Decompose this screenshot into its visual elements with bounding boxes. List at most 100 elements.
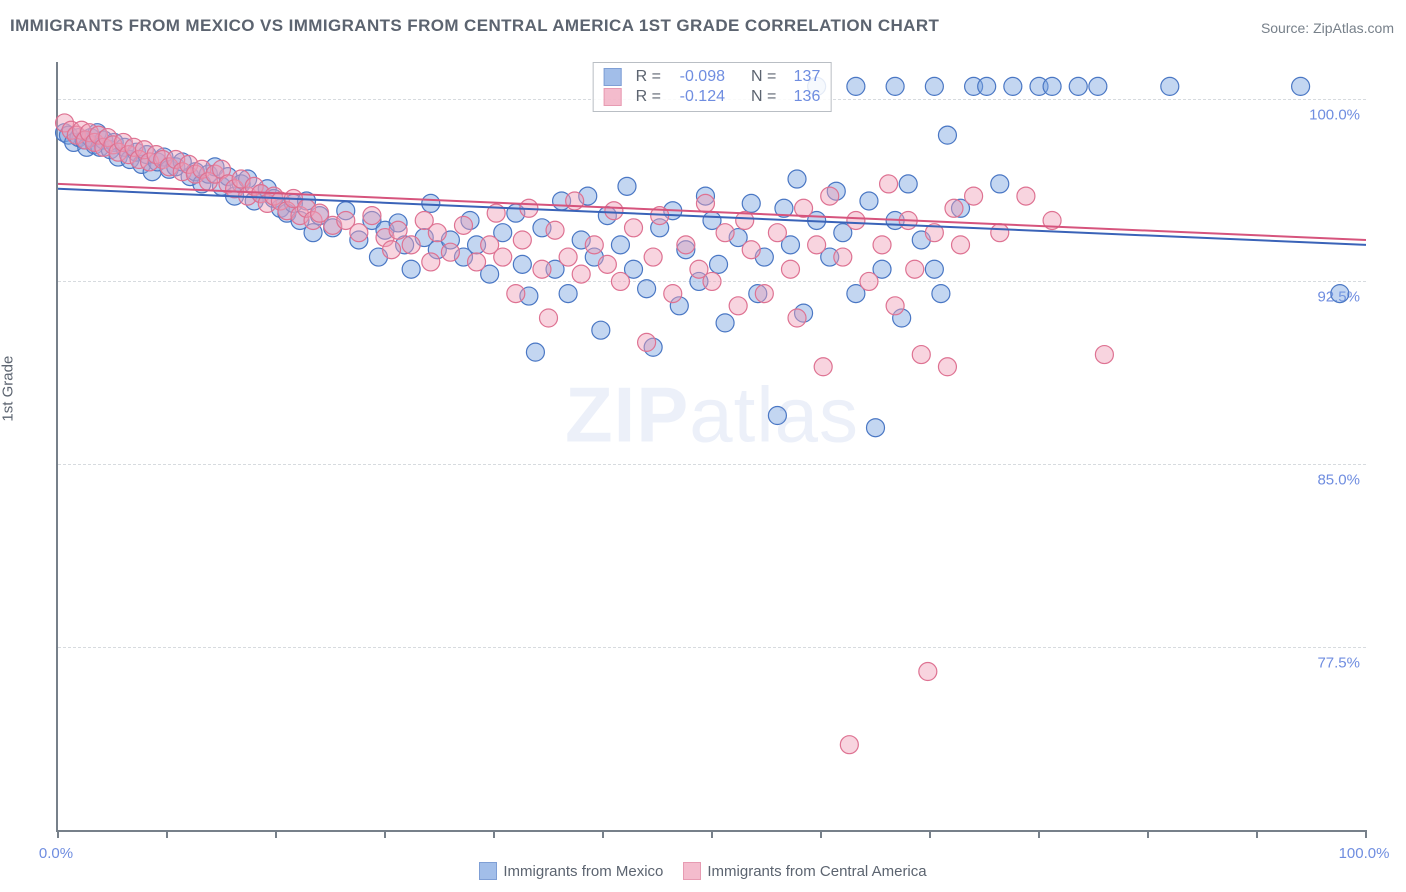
scatter-svg xyxy=(58,62,1366,830)
legend-swatch xyxy=(683,862,701,880)
scatter-point xyxy=(742,194,760,212)
x-tick xyxy=(275,830,277,838)
scatter-point xyxy=(925,224,943,242)
scatter-point xyxy=(625,219,643,237)
chart-title: IMMIGRANTS FROM MEXICO VS IMMIGRANTS FRO… xyxy=(10,16,939,36)
scatter-point xyxy=(925,77,943,95)
series-swatch xyxy=(604,68,622,86)
legend-item: Immigrants from Central America xyxy=(683,862,926,880)
scatter-point xyxy=(1069,77,1087,95)
series-swatch xyxy=(604,88,622,106)
scatter-point xyxy=(886,77,904,95)
scatter-point xyxy=(533,260,551,278)
scatter-point xyxy=(952,236,970,254)
scatter-point xyxy=(814,358,832,376)
legend-swatch xyxy=(479,862,497,880)
legend-item: Immigrants from Mexico xyxy=(479,862,663,880)
x-tick xyxy=(1256,830,1258,838)
scatter-point xyxy=(559,248,577,266)
scatter-point xyxy=(847,211,865,229)
scatter-point xyxy=(1292,77,1310,95)
x-tick xyxy=(493,830,495,838)
scatter-point xyxy=(938,126,956,144)
scatter-point xyxy=(781,260,799,278)
scatter-point xyxy=(795,199,813,217)
scatter-point xyxy=(651,207,669,225)
scatter-point xyxy=(965,187,983,205)
scatter-point xyxy=(840,736,858,754)
scatter-point xyxy=(821,187,839,205)
scatter-point xyxy=(788,170,806,188)
scatter-point xyxy=(932,285,950,303)
scatter-point xyxy=(847,77,865,95)
plot-area: 77.5%85.0%92.5%100.0% ZIPatlas R =-0.098… xyxy=(56,62,1366,832)
scatter-point xyxy=(886,297,904,315)
scatter-point xyxy=(716,224,734,242)
scatter-point xyxy=(605,202,623,220)
scatter-point xyxy=(422,194,440,212)
scatter-point xyxy=(540,309,558,327)
scatter-point xyxy=(703,272,721,290)
scatter-point xyxy=(566,192,584,210)
scatter-point xyxy=(428,224,446,242)
scatter-point xyxy=(991,224,1009,242)
scatter-point xyxy=(729,297,747,315)
scatter-point xyxy=(402,260,420,278)
scatter-point xyxy=(677,236,695,254)
scatter-point xyxy=(919,663,937,681)
scatter-point xyxy=(834,248,852,266)
scatter-point xyxy=(860,192,878,210)
scatter-point xyxy=(808,236,826,254)
scatter-point xyxy=(592,321,610,339)
scatter-point xyxy=(925,260,943,278)
stat-label: N = xyxy=(751,88,776,106)
scatter-point xyxy=(906,260,924,278)
scatter-point xyxy=(494,248,512,266)
scatter-point xyxy=(945,199,963,217)
x-tick xyxy=(166,830,168,838)
scatter-point xyxy=(350,224,368,242)
stat-value: 136 xyxy=(784,88,820,106)
scatter-point xyxy=(383,241,401,259)
scatter-point xyxy=(742,241,760,259)
scatter-point xyxy=(644,248,662,266)
scatter-point xyxy=(546,221,564,239)
scatter-point xyxy=(1017,187,1035,205)
scatter-point xyxy=(487,204,505,222)
x-tick xyxy=(384,830,386,838)
x-tick xyxy=(929,830,931,838)
scatter-point xyxy=(441,243,459,261)
stats-row: R =-0.098N =137 xyxy=(604,67,821,87)
scatter-point xyxy=(638,333,656,351)
scatter-point xyxy=(1089,77,1107,95)
stat-value: -0.124 xyxy=(669,88,725,106)
scatter-point xyxy=(1043,211,1061,229)
scatter-point xyxy=(1004,77,1022,95)
stats-legend-box: R =-0.098N =137R = -0.124 N = 136 xyxy=(593,62,832,112)
scatter-point xyxy=(755,285,773,303)
scatter-point xyxy=(768,224,786,242)
scatter-point xyxy=(618,177,636,195)
scatter-point xyxy=(899,211,917,229)
scatter-point xyxy=(880,175,898,193)
stat-label: R = xyxy=(636,68,661,86)
scatter-point xyxy=(710,255,728,273)
source-label: Source: ZipAtlas.com xyxy=(1261,20,1394,36)
legend-label: Immigrants from Central America xyxy=(707,863,926,880)
chart-container: IMMIGRANTS FROM MEXICO VS IMMIGRANTS FRO… xyxy=(0,0,1406,892)
x-tick xyxy=(1365,830,1367,838)
scatter-point xyxy=(768,407,786,425)
scatter-point xyxy=(1331,285,1349,303)
stats-row: R =-0.124N =136 xyxy=(604,87,821,107)
scatter-point xyxy=(520,199,538,217)
scatter-point xyxy=(664,285,682,303)
scatter-point xyxy=(696,194,714,212)
scatter-point xyxy=(526,343,544,361)
x-tick xyxy=(820,830,822,838)
scatter-point xyxy=(912,346,930,364)
scatter-point xyxy=(559,285,577,303)
x-tick xyxy=(1038,830,1040,838)
scatter-point xyxy=(716,314,734,332)
scatter-point xyxy=(860,272,878,290)
scatter-point xyxy=(736,211,754,229)
